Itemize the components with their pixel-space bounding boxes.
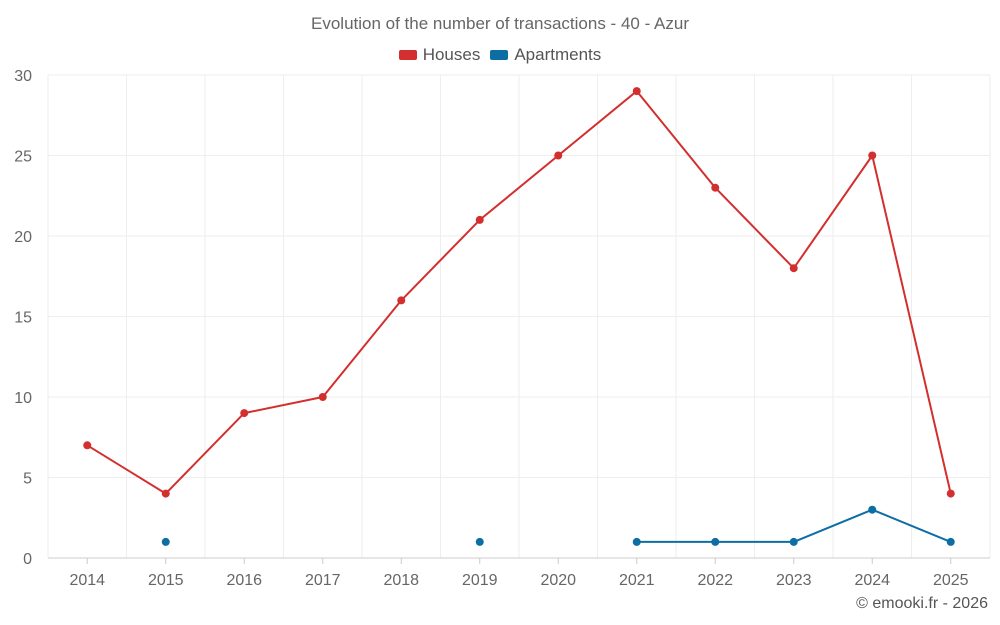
data-point-houses — [240, 409, 249, 418]
x-tick-label: 2014 — [69, 572, 105, 589]
data-point-apartments — [868, 505, 877, 514]
x-tick-label: 2025 — [933, 572, 969, 589]
x-tick-label: 2022 — [697, 572, 733, 589]
x-tick-label: 2023 — [776, 572, 812, 589]
data-point-houses — [475, 215, 484, 224]
data-point-houses — [161, 489, 170, 498]
y-tick-label: 5 — [23, 471, 32, 488]
data-point-apartments — [946, 537, 955, 546]
data-point-houses — [868, 151, 877, 160]
x-tick-label: 2019 — [462, 572, 498, 589]
data-point-apartments — [789, 537, 798, 546]
series-line-apartments — [636, 508, 952, 543]
x-tick-label: 2015 — [148, 572, 184, 589]
data-point-houses — [318, 393, 327, 401]
x-tick-label: 2018 — [383, 572, 419, 589]
x-tick-label: 2024 — [854, 572, 890, 589]
x-tick-label: 2021 — [619, 572, 655, 589]
x-tick-label: 2017 — [305, 572, 341, 589]
legend-item-houses[interactable]: Houses — [398, 45, 481, 65]
data-point-apartments — [632, 537, 641, 546]
data-point-apartments — [161, 537, 170, 546]
legend-swatch-apartments — [490, 50, 509, 60]
data-point-houses — [554, 151, 563, 160]
legend-label-houses: Houses — [422, 45, 481, 64]
data-point-houses — [632, 87, 641, 96]
y-tick-label: 30 — [14, 68, 32, 85]
series-line-houses — [86, 90, 952, 495]
y-tick-label: 15 — [14, 310, 32, 327]
legend-label-apartments: Apartments — [514, 45, 602, 64]
y-tick-label: 10 — [14, 390, 32, 407]
chart-title: Evolution of the number of transactions … — [311, 14, 689, 33]
data-point-apartments — [475, 537, 484, 546]
x-tick-label: 2016 — [226, 572, 262, 589]
credit-text: © emooki.fr - 2026 — [856, 595, 988, 612]
data-point-houses — [711, 183, 720, 192]
y-tick-label: 20 — [14, 229, 32, 246]
y-tick-label: 0 — [23, 551, 32, 568]
data-point-houses — [397, 296, 406, 305]
y-tick-label: 25 — [14, 149, 32, 166]
legend-swatch-houses — [398, 50, 417, 60]
legend-item-apartments[interactable]: Apartments — [490, 45, 601, 65]
data-point-apartments — [711, 537, 720, 546]
data-point-houses — [789, 264, 798, 273]
data-point-houses — [83, 441, 92, 450]
x-tick-label: 2020 — [540, 572, 576, 589]
legend: Houses Apartments — [0, 45, 1000, 65]
data-point-houses — [946, 489, 955, 498]
